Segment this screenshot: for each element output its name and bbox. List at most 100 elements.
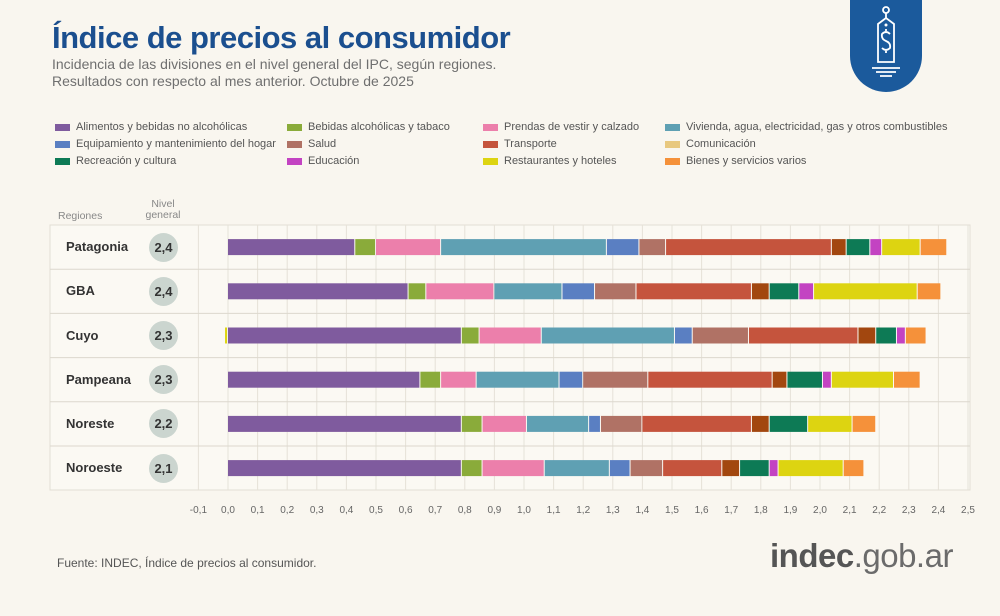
region-label: Cuyo (66, 327, 99, 343)
bar-segment (814, 283, 917, 300)
region-label: Noreste (66, 415, 115, 431)
x-tick-label: 1,0 (517, 505, 531, 516)
bar-segment (769, 415, 808, 432)
x-tick-label: 0,1 (250, 505, 265, 516)
bar-segment (482, 415, 526, 432)
bar-segment (426, 283, 494, 300)
bar-segment (663, 460, 722, 477)
x-tick-label: 0,9 (487, 505, 502, 516)
legend-label: Salud (308, 138, 337, 150)
x-tick-label: 0,0 (221, 505, 235, 516)
legend-label: Vivienda, agua, electricidad, gas y otro… (686, 121, 948, 133)
x-tick-label: 1,1 (546, 505, 561, 516)
x-tick-label: 1,8 (753, 505, 768, 516)
bar-segment (882, 239, 920, 256)
legend-swatch (55, 123, 70, 131)
bar-segment (894, 371, 920, 388)
legend-swatch (483, 157, 498, 165)
x-tick-label: 2,4 (931, 505, 946, 516)
nivel-general-badge: 2,3 (149, 321, 178, 350)
bar-segment (600, 415, 642, 432)
bar-segment (674, 327, 692, 344)
x-tick-label: 0,3 (309, 505, 324, 516)
x-tick-label: 0,7 (428, 505, 443, 516)
bar-segment (589, 415, 600, 432)
x-tick-label: 0,6 (398, 505, 413, 516)
subtitle-line-1: Incidencia de las divisiones en el nivel… (52, 56, 497, 72)
legend-label: Recreación y cultura (76, 155, 177, 167)
x-tick-label: 1,5 (665, 505, 679, 516)
x-tick-label: 2,0 (813, 505, 827, 516)
subtitle-line-2: Resultados con respecto al mes anterior.… (52, 73, 414, 89)
bar-segment (225, 327, 227, 344)
legend-item: Restaurantes y hoteles (483, 155, 617, 167)
bar-segment (787, 371, 822, 388)
legend-label: Equipamiento y mantenimiento del hogar (76, 138, 276, 150)
bar-segment (461, 460, 482, 477)
legend-swatch (665, 140, 680, 148)
source-note: Fuente: INDEC, Índice de precios al cons… (57, 556, 317, 570)
bar-segment (228, 460, 461, 477)
bar-segment (228, 371, 420, 388)
x-tick-label: 1,2 (576, 505, 591, 516)
bar-segment (858, 327, 876, 344)
bar-segment (831, 239, 846, 256)
legend-label: Transporte (504, 138, 557, 150)
indec-logo-main: indec (770, 537, 854, 574)
bar-segment (583, 371, 648, 388)
legend-swatch (55, 157, 70, 165)
bar-segment (595, 283, 636, 300)
x-tick-label: 1,4 (635, 505, 650, 516)
bar-segment (461, 415, 482, 432)
x-tick-label: 0,8 (457, 505, 472, 516)
x-tick-label: 0,5 (369, 505, 383, 516)
x-tick-label: 2,3 (901, 505, 916, 516)
bar-segment (541, 327, 674, 344)
legend-item: Equipamiento y mantenimiento del hogar (55, 138, 276, 150)
bar-segment (228, 283, 408, 300)
bar-segment (920, 239, 947, 256)
legend-swatch (55, 140, 70, 148)
legend-swatch (665, 157, 680, 165)
bar-segment (461, 327, 479, 344)
nivel-general-badge: 2,2 (149, 409, 178, 439)
bar-segment (630, 460, 663, 477)
bar-segment (722, 460, 740, 477)
bar-segment (642, 415, 751, 432)
bar-segment (917, 283, 941, 300)
x-tick-label: 2,1 (842, 505, 857, 516)
bar-segment (228, 327, 461, 344)
bar-segment (420, 371, 441, 388)
x-tick-label: 1,9 (783, 505, 798, 516)
legend-label: Bebidas alcohólicas y tabaco (308, 121, 450, 133)
x-tick-label: 1,6 (694, 505, 709, 516)
indec-logo-suffix: .gob.ar (853, 537, 954, 574)
nivel-general-header: Nivel general (145, 198, 181, 221)
bar-segment (559, 371, 583, 388)
bar-segment (740, 460, 769, 477)
bar-segment (905, 327, 926, 344)
bar-segment (799, 283, 814, 300)
bar-segment (476, 371, 559, 388)
bar-segment (562, 283, 595, 300)
legend-swatch (483, 123, 498, 131)
nivel-general-badge: 2,3 (149, 365, 178, 395)
x-tick-label: -0,1 (189, 505, 208, 516)
price-tag-dollar-icon (850, 0, 922, 92)
bar-segment (831, 371, 893, 388)
legend-label: Prendas de vestir y calzado (504, 121, 640, 133)
legend-label: Comunicación (686, 138, 756, 150)
nivel-general-badge: 2,1 (149, 453, 178, 483)
bar-segment (376, 239, 441, 256)
legend-swatch (287, 157, 302, 165)
bar-segment (355, 239, 375, 256)
bar-segment (408, 283, 426, 300)
bar-segment (494, 283, 562, 300)
bar-segment (769, 283, 799, 300)
bar-segment (609, 460, 630, 477)
x-tick-label: 2,5 (961, 505, 975, 516)
bar-segment (751, 283, 769, 300)
legend-swatch (287, 140, 302, 148)
legend-item: Prendas de vestir y calzado (483, 121, 639, 133)
